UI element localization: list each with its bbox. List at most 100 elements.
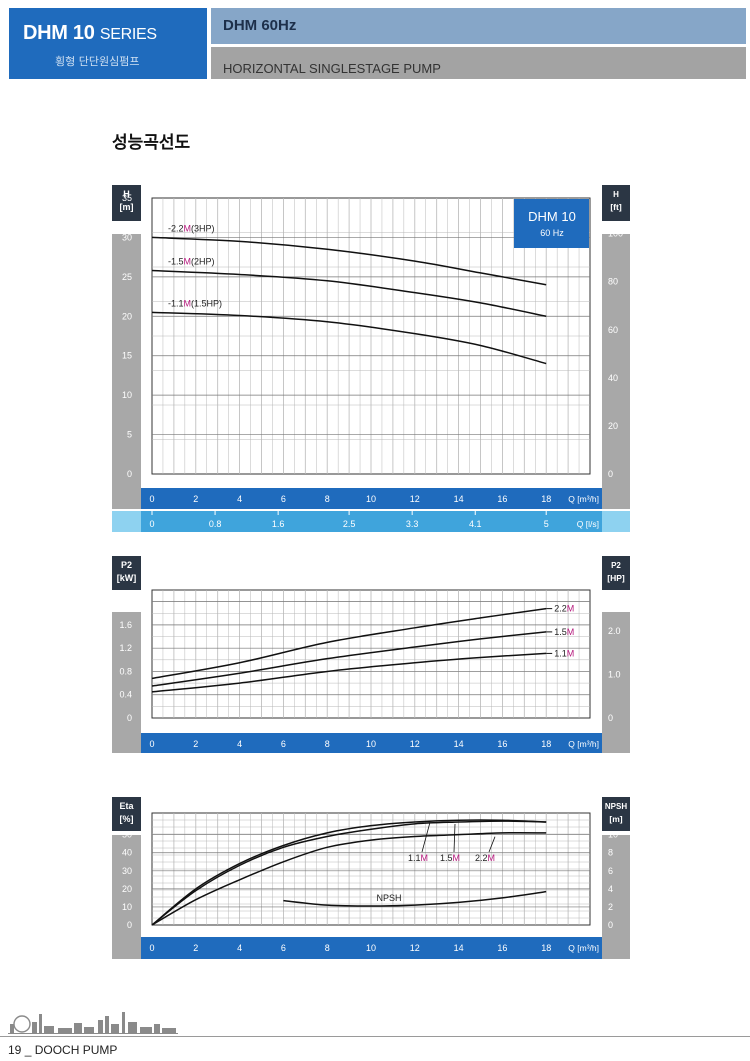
right-tick-label: 0 [608, 920, 613, 930]
x-tick-label: 0 [149, 494, 154, 504]
series-curve [151, 236, 547, 286]
right-tick-label: 80 [608, 277, 618, 287]
left-tick-label: 0 [127, 713, 132, 723]
x-tick-label: 6 [281, 943, 286, 953]
description-banner: HORIZONTAL SINGLESTAGE PUMP [211, 47, 746, 79]
right-tick-label: 100 [608, 229, 623, 239]
right-tick-label: 20 [608, 421, 618, 431]
right-tick-label: 1.0 [608, 670, 621, 680]
x-tick-label: 4 [237, 739, 242, 749]
model-banner: DHM 60Hz [211, 8, 746, 44]
x-axis-left-cap [112, 937, 141, 959]
right-axis-label-unit: [HP] [607, 573, 625, 583]
model-badge [514, 199, 589, 248]
x-tick-label: 14 [454, 494, 464, 504]
x2-tick-label: 2.5 [343, 519, 356, 529]
left-tick-label: 25 [122, 272, 132, 282]
left-axis-label-unit: [%] [120, 814, 134, 824]
x-tick-label: 2 [193, 739, 198, 749]
x-tick-label: 2 [193, 943, 198, 953]
x2-axis-inner [141, 511, 602, 532]
series-curve [151, 820, 547, 926]
series-label: 1.5M [554, 627, 574, 637]
model-title: DHM 60Hz [223, 17, 297, 34]
x-tick-label: 18 [541, 943, 551, 953]
section-title: 성능곡선도 [112, 133, 191, 153]
left-tick-label: 0.8 [119, 666, 132, 676]
x-axis-unit: Q [m³/h] [568, 494, 599, 504]
left-tick-label: 0 [127, 920, 132, 930]
x-tick-label: 16 [497, 943, 507, 953]
series-curve [151, 819, 547, 926]
left-axis-label-top: P2 [121, 560, 132, 570]
x-tick-label: 18 [541, 494, 551, 504]
right-axis-label-unit: [ft] [610, 202, 621, 212]
x-tick-label: 6 [281, 739, 286, 749]
series-label: 1.1M [408, 853, 428, 863]
series-curve [151, 269, 547, 318]
right-axis-label-top: P2 [611, 561, 621, 570]
left-axis-bar [112, 612, 141, 733]
x-axis-bar [141, 488, 602, 509]
x-axis-bar [141, 733, 602, 753]
left-tick-label: 15 [122, 351, 132, 361]
left-tick-label: 40 [122, 848, 132, 858]
x-tick-label: 0 [149, 739, 154, 749]
x2-tick-label: 3.3 [406, 519, 419, 529]
left-tick-label: 10 [122, 390, 132, 400]
left-axis-label-box [112, 797, 141, 831]
right-axis-bar [602, 234, 630, 488]
city-skyline-logo [8, 1012, 178, 1034]
left-tick-label: 0.4 [119, 690, 132, 700]
series-label-leader [421, 822, 431, 853]
left-axis-bar [112, 835, 141, 937]
footer-page: 19 _ DOOCH PUMP [8, 1043, 118, 1057]
left-tick-label: 20 [122, 311, 132, 321]
x2-tick-label: 0 [149, 519, 154, 529]
footer-divider [0, 1036, 750, 1037]
pump-description: HORIZONTAL SINGLESTAGE PUMP [223, 61, 441, 76]
right-axis-bar [602, 835, 630, 937]
right-tick-label: 0 [608, 469, 613, 479]
x-tick-label: 6 [281, 494, 286, 504]
x-axis-right-cap [602, 733, 630, 753]
left-tick-label: 30 [122, 866, 132, 876]
series-label: 2.2M [554, 604, 574, 614]
right-axis-label-top: H [613, 190, 619, 199]
series-curve [283, 890, 547, 907]
x-tick-label: 10 [366, 739, 376, 749]
series-label-leader [488, 836, 496, 853]
x-axis-unit: Q [m³/h] [568, 943, 599, 953]
x-tick-label: 16 [497, 739, 507, 749]
right-tick-label: 40 [608, 373, 618, 383]
x-axis-right-cap [602, 937, 630, 959]
right-tick-label: 4 [608, 884, 613, 894]
left-tick-label: 50 [122, 830, 132, 840]
x-axis-bar [141, 937, 602, 959]
x-tick-label: 2 [193, 494, 198, 504]
x-axis-right-cap [602, 488, 630, 509]
x2-tick-label: 1.6 [272, 519, 285, 529]
right-tick-label: 2 [608, 902, 613, 912]
series-label: NPSH [376, 893, 401, 903]
left-tick-label: 20 [122, 884, 132, 894]
x-tick-label: 8 [325, 943, 330, 953]
left-tick-label: 5 [127, 430, 132, 440]
x2-tick-label: 0.8 [209, 519, 222, 529]
left-axis-label-top: H [123, 189, 130, 199]
left-tick-label: 10 [122, 902, 132, 912]
right-axis-label-unit: [m] [609, 814, 622, 824]
series-label: -2.2M(3HP) [168, 223, 215, 233]
left-axis-label-box [112, 556, 141, 590]
series-curve [151, 607, 547, 680]
series-label: -1.5M(2HP) [168, 257, 215, 267]
series-subtitle: 횡형 단단원심펌프 [55, 55, 140, 68]
series-curve [151, 652, 547, 693]
left-tick-label: 1.6 [119, 620, 132, 630]
x-tick-label: 8 [325, 739, 330, 749]
x-tick-label: 4 [237, 943, 242, 953]
right-axis-label-box [602, 797, 630, 831]
series-curve [151, 311, 547, 365]
right-axis-label-top: NPSH [605, 802, 627, 811]
right-axis-label-box [602, 185, 630, 221]
